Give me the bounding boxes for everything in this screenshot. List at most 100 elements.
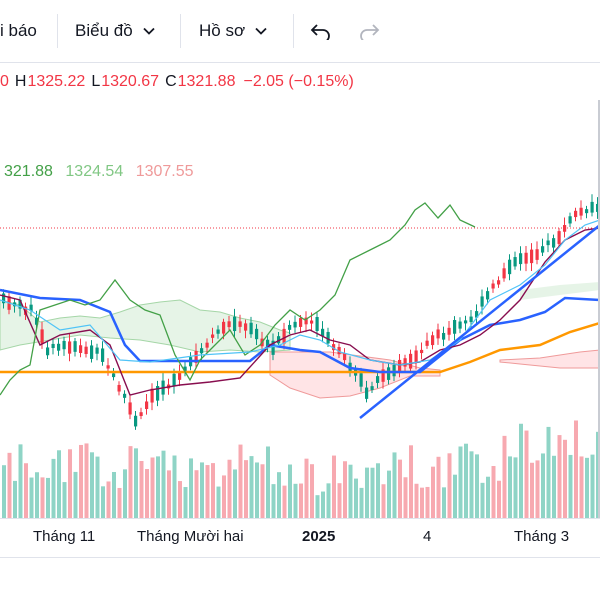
volume-bar	[574, 420, 578, 518]
time-label-4: 4	[423, 528, 432, 545]
volume-bar	[590, 454, 595, 518]
volume-bar	[359, 487, 364, 518]
candle	[469, 316, 473, 323]
time-label-year: 2025	[302, 528, 336, 545]
candle	[266, 339, 270, 348]
time-axis[interactable]: Tháng 11 Tháng Mười hai 2025 4 Tháng 3	[0, 518, 600, 557]
undo-button[interactable]	[310, 0, 332, 62]
chart-right-edge	[598, 100, 600, 518]
volume-bar	[249, 456, 254, 518]
volume-bar	[436, 456, 441, 518]
volume-bar	[299, 483, 303, 518]
undo-icon	[310, 24, 330, 40]
volume-bar	[480, 482, 485, 518]
candle	[145, 401, 149, 410]
candle	[134, 415, 138, 427]
legend-close-value: 1321.88	[177, 73, 236, 90]
candle	[271, 340, 275, 355]
volume-bar	[128, 446, 133, 518]
candle	[381, 369, 385, 382]
legend-high-value: 1325.22	[27, 73, 86, 90]
volume-bar	[123, 469, 127, 518]
candle	[2, 293, 6, 304]
candle	[546, 240, 550, 246]
alert-button[interactable]: i báo	[0, 0, 37, 62]
volume-bar	[458, 446, 463, 518]
volume-bar	[29, 477, 34, 518]
candle	[68, 341, 72, 354]
candle	[51, 343, 55, 349]
volume-bar	[183, 487, 188, 518]
candle	[172, 373, 176, 387]
candle	[95, 347, 99, 354]
chart-menu-button[interactable]: Biểu đồ	[75, 0, 155, 62]
volume-bar	[211, 463, 215, 518]
volume-bar	[18, 444, 23, 518]
candle	[337, 346, 341, 355]
candle	[29, 304, 33, 312]
volume-bar	[321, 491, 325, 518]
volume-bar	[447, 453, 452, 518]
volume-bar	[40, 477, 45, 518]
volume-bar	[579, 456, 584, 518]
candle	[35, 317, 39, 325]
volume-bar	[167, 470, 171, 518]
volume-bar	[304, 458, 309, 518]
toolbar-divider	[293, 14, 294, 48]
candle	[392, 364, 396, 377]
candle	[112, 373, 116, 378]
volume-bar	[200, 462, 204, 518]
volume-bar	[381, 484, 386, 518]
candle	[464, 320, 468, 324]
volume-bar	[370, 467, 375, 518]
volume-bar	[117, 487, 122, 518]
candle	[310, 320, 314, 324]
volume-bar	[216, 486, 221, 518]
volume-bar	[453, 474, 457, 518]
volume-bar	[563, 439, 567, 518]
volume-bar	[502, 435, 507, 518]
volume-bar	[62, 482, 67, 518]
volume-bar	[73, 471, 78, 518]
candle	[480, 296, 484, 307]
candle	[326, 331, 330, 344]
candle	[376, 376, 380, 383]
volume-bar	[255, 462, 259, 518]
volume-bar	[244, 460, 248, 518]
volume-bar	[409, 445, 413, 518]
volume-bar	[51, 458, 56, 518]
volume-bar	[2, 465, 6, 518]
volume-bar	[277, 472, 281, 518]
profile-menu-button[interactable]: Hồ sơ	[199, 0, 267, 62]
candle	[524, 252, 528, 264]
candle	[425, 340, 429, 346]
volume-bar	[288, 464, 292, 518]
candle	[431, 335, 435, 346]
candle	[590, 201, 594, 213]
candle	[574, 210, 578, 218]
candle	[238, 321, 242, 327]
ichimoku-cloud-bearish-right	[499, 349, 600, 369]
volume-bar	[552, 455, 556, 518]
kijun-sen-line	[0, 288, 600, 374]
candle	[90, 345, 94, 359]
redo-button[interactable]	[358, 0, 380, 62]
volume-bar	[134, 448, 138, 518]
volume-bar	[57, 450, 61, 518]
candle	[557, 231, 561, 244]
candle	[519, 253, 523, 265]
candle	[46, 347, 50, 356]
candle	[315, 317, 319, 331]
volume-bar	[376, 463, 380, 518]
volume-bar	[293, 483, 298, 518]
volume-bar	[233, 469, 237, 518]
redo-icon	[360, 24, 380, 40]
candle	[359, 373, 363, 387]
candle	[513, 257, 517, 267]
volume-bar	[112, 471, 116, 518]
volume-bar	[585, 457, 589, 518]
bottom-panel	[0, 557, 600, 601]
price-chart[interactable]	[0, 100, 600, 518]
volume-bar	[535, 460, 540, 518]
candle	[194, 350, 198, 363]
